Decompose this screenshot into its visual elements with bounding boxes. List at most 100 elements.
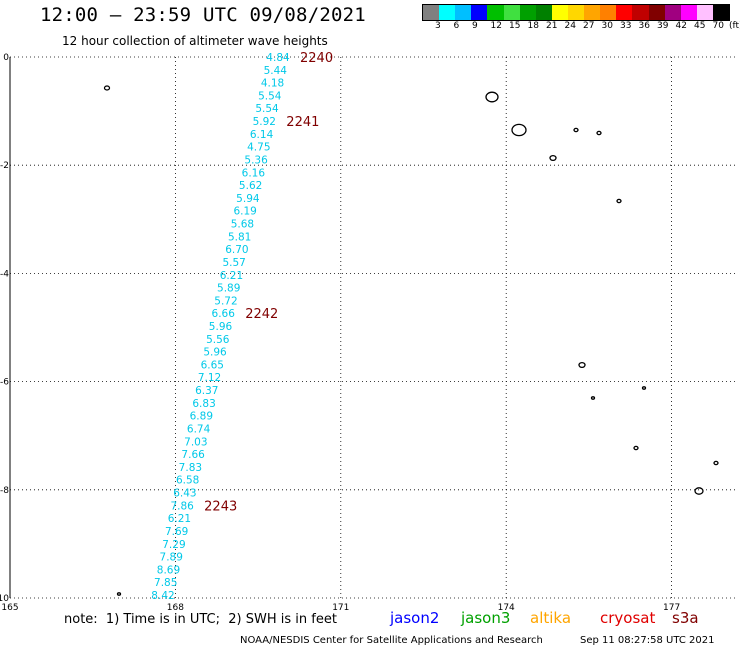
x-tick-label: 177 [663, 603, 680, 613]
legend-label: 70 [712, 21, 724, 31]
island-outline [596, 130, 602, 136]
x-tick-label: 174 [498, 603, 515, 613]
color-scale-legend [422, 4, 730, 21]
legend-label: 33 [620, 21, 632, 31]
satellite-s3a: s3a [672, 609, 699, 627]
island-outline [573, 127, 579, 133]
legend-swatch [600, 5, 617, 20]
pass-time-label: 2241 [286, 115, 319, 130]
wave-height-label: 5.92 [253, 116, 276, 128]
island-outline [590, 396, 596, 400]
legend-swatch [632, 5, 649, 20]
legend-label: 30 [601, 21, 613, 31]
legend-label: 9 [472, 21, 478, 31]
wave-height-label: 5.36 [244, 154, 268, 166]
y-tick-label: -10 [0, 594, 9, 604]
y-tick-label: -4 [0, 269, 9, 279]
wave-height-label: 4.84 [266, 52, 290, 64]
island-outline [641, 386, 647, 390]
wave-height-label: 6.21 [220, 270, 243, 282]
legend-label: 21 [546, 21, 558, 31]
island-outline [511, 123, 527, 137]
legend-label: 12 [490, 21, 502, 31]
island-outline [103, 85, 111, 91]
legend-swatch [503, 5, 520, 20]
legend-swatch [567, 5, 585, 20]
page-title: 12:00 – 23:59 UTC 09/08/2021 [40, 4, 366, 26]
legend-label: 24 [564, 21, 576, 31]
legend-label: 3 [435, 21, 441, 31]
legend-swatch [519, 5, 536, 20]
island-outline [713, 460, 719, 466]
legend-swatch [616, 5, 633, 20]
island-outline [116, 592, 122, 596]
wave-height-label: 5.94 [236, 193, 260, 205]
wave-height-label: 5.81 [228, 231, 251, 243]
pass-time-label: 2242 [245, 307, 278, 322]
wave-height-label: 5.54 [258, 90, 282, 102]
legend-swatch [696, 5, 713, 20]
footer-note: note: 1) Time is in UTC; 2) SWH is in fe… [64, 612, 337, 627]
x-tick-label: 168 [167, 603, 184, 613]
legend-label: 36 [638, 21, 650, 31]
wave-height-label: 5.54 [255, 103, 279, 115]
wave-height-label: 6.74 [187, 423, 211, 435]
wave-height-label: 8.42 [151, 590, 174, 602]
island-outline [578, 361, 586, 369]
wave-height-label: 6.58 [176, 475, 199, 487]
legend-swatch [551, 5, 568, 20]
wave-height-label: 4.18 [261, 78, 284, 90]
y-tick-label: -2 [0, 161, 9, 171]
legend-label: 39 [657, 21, 669, 31]
wave-height-label: 5.72 [214, 295, 237, 307]
wave-height-label: 5.57 [222, 257, 245, 269]
wave-height-label: 5.89 [217, 283, 240, 295]
wave-height-label: 4.75 [247, 142, 270, 154]
legend-label: 18 [527, 21, 539, 31]
wave-height-label: 7.29 [162, 539, 185, 551]
wave-height-label: 5.96 [209, 321, 233, 333]
island-outline [485, 91, 499, 103]
wave-height-label: 6.16 [242, 167, 266, 179]
wave-height-label: 6.89 [190, 411, 213, 423]
y-tick-label: -6 [0, 378, 9, 388]
satellite-cryosat: cryosat [600, 609, 656, 627]
legend-swatch [664, 5, 681, 20]
island-outline [694, 487, 704, 495]
satellite-jason3: jason3 [461, 609, 511, 627]
x-tick-label: 171 [332, 603, 349, 613]
legend-label: 6 [453, 21, 460, 31]
wave-height-label: 7.66 [181, 449, 205, 461]
wave-height-label: 8.69 [157, 564, 180, 576]
wave-height-label: 7.83 [179, 462, 202, 474]
legend-swatch [471, 5, 488, 20]
wave-height-label: 5.44 [264, 65, 288, 77]
wave-height-label: 7.89 [160, 552, 183, 564]
wave-height-label: 7.69 [165, 526, 188, 538]
pass-time-label: 2240 [300, 51, 333, 66]
y-tick-label: 0 [3, 53, 9, 63]
wave-height-label: 6.21 [168, 513, 191, 525]
island-outline [549, 154, 557, 162]
legend-swatch [680, 5, 697, 20]
legend-swatch [439, 5, 456, 20]
legend-swatch [648, 5, 665, 20]
island-outline [616, 198, 622, 204]
wave-height-label: 6.43 [173, 488, 196, 500]
wave-height-label: 7.12 [198, 372, 221, 384]
credit-line: NOAA/NESDIS Center for Satellite Applica… [240, 635, 543, 646]
x-tick-label: 165 [1, 603, 18, 613]
pass-time-label: 2243 [204, 499, 237, 514]
wave-height-label: 5.56 [206, 334, 230, 346]
wave-height-label: 5.68 [231, 219, 254, 231]
page-subtitle: 12 hour collection of altimeter wave hei… [62, 34, 328, 48]
wave-height-label: 7.86 [170, 500, 194, 512]
generation-timestamp: Sep 11 08:27:58 UTC 2021 [580, 635, 715, 646]
legend-swatch [455, 5, 472, 20]
wave-height-label: 6.65 [201, 359, 224, 371]
wave-height-label: 6.70 [225, 244, 248, 256]
wave-height-label: 6.83 [192, 398, 215, 410]
legend-swatch [487, 5, 504, 20]
wave-height-label: 6.66 [212, 308, 236, 320]
